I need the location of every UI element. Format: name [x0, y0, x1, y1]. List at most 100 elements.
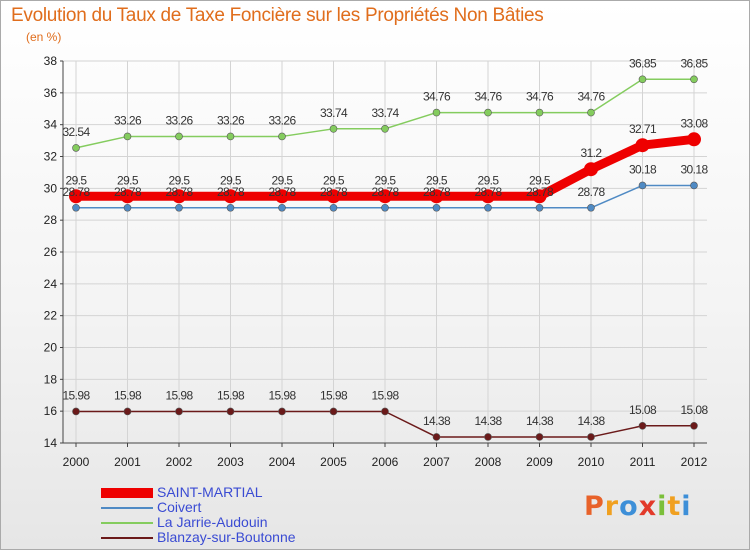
data-label: 29.5 — [375, 173, 397, 187]
data-label: 33.74 — [371, 106, 399, 120]
data-point — [432, 203, 441, 212]
y-tick-label: 38 — [44, 54, 58, 68]
y-tick-label: 28 — [44, 213, 58, 227]
data-label: 15.08 — [680, 403, 708, 417]
data-point — [690, 422, 698, 430]
y-tick-label: 22 — [44, 309, 58, 323]
data-point — [378, 189, 392, 204]
data-point — [278, 132, 286, 141]
data-label: 29.5 — [478, 173, 500, 187]
data-point — [481, 189, 495, 204]
axes: 14 16 18 20 22 24 26 28 30 32 34 36 38 2000 2001 2002 20… — [44, 54, 708, 469]
data-point — [635, 138, 650, 153]
data-point — [175, 132, 183, 141]
data-label: 15.98 — [268, 388, 296, 402]
data-label: 34.76 — [474, 90, 502, 104]
data-label: 33.26 — [268, 113, 296, 127]
y-tick-label: 16 — [44, 404, 58, 418]
x-tick-label: 2003 — [217, 455, 244, 469]
data-point — [432, 433, 441, 441]
data-label: 28.78 — [62, 185, 90, 199]
data-label: 15.98 — [114, 388, 142, 402]
data-point — [329, 203, 338, 212]
data-point — [535, 203, 544, 212]
data-label: 34.76 — [526, 90, 554, 104]
data-label: 29.5 — [66, 173, 88, 187]
data-point — [72, 407, 80, 416]
data-point — [72, 203, 80, 212]
y-tick-label: 14 — [44, 436, 58, 450]
data-point — [638, 181, 647, 190]
data-point — [687, 132, 701, 147]
data-label: 28.78 — [474, 185, 502, 199]
data-point — [381, 203, 389, 212]
data-point — [172, 189, 186, 204]
y-tick-label: 36 — [44, 86, 58, 100]
data-point — [484, 433, 492, 441]
data-point — [587, 433, 595, 441]
data-label: 33.26 — [165, 113, 193, 127]
x-tick-label: 2012 — [681, 455, 708, 469]
logo-letter: i — [681, 491, 692, 522]
y-tick-label: 26 — [44, 245, 58, 259]
data-label: 14.38 — [423, 414, 451, 428]
data-point — [638, 75, 647, 84]
legend-label: Coivert — [157, 499, 202, 515]
data-label: 14.38 — [577, 414, 605, 428]
data-point — [690, 75, 698, 84]
data-label: 34.76 — [423, 90, 451, 104]
data-label: 30.18 — [629, 162, 657, 176]
data-point — [120, 189, 135, 204]
data-label: 29.5 — [169, 173, 191, 187]
data-label: 28.78 — [114, 185, 142, 199]
y-tick-label: 20 — [44, 341, 58, 355]
data-point — [123, 407, 132, 416]
data-label: 28.78 — [217, 185, 245, 199]
data-point — [223, 189, 238, 204]
x-tick-label: 2004 — [269, 455, 296, 469]
grid — [63, 60, 707, 444]
data-point — [587, 108, 595, 117]
legend-item-saint-martial: SAINT-MARTIAL — [101, 484, 421, 500]
data-label: 29.5 — [529, 173, 551, 187]
x-tick-label: 2007 — [423, 455, 450, 469]
data-label: 15.98 — [217, 388, 245, 402]
data-label: 28.78 — [526, 185, 554, 199]
data-point — [429, 189, 444, 204]
legend-swatch-blanzay-sur-boutonne — [101, 537, 153, 539]
y-tick-label: 32 — [44, 150, 58, 164]
x-tick-label: 2006 — [372, 455, 399, 469]
x-tick-label: 2009 — [526, 455, 553, 469]
x-tick-label: 2001 — [114, 455, 141, 469]
x-tick-label: 2000 — [63, 455, 90, 469]
data-point — [226, 203, 235, 212]
data-point — [72, 144, 80, 152]
logo-letter: x — [638, 491, 658, 522]
legend-swatch-coivert — [101, 507, 153, 509]
y-tick-label: 24 — [44, 277, 58, 291]
series-labels: 32.54 33.26 33.26 33.26 33.26 33.74 33.74 34.76… — [62, 56, 709, 428]
data-label: 28.78 — [577, 185, 605, 199]
data-point — [329, 407, 338, 416]
data-label: 29.5 — [220, 173, 242, 187]
data-label: 34.76 — [577, 90, 605, 104]
y-tick-label: 34 — [44, 118, 58, 132]
data-point — [69, 189, 83, 204]
line-chart: 14 16 18 20 22 24 26 28 30 32 34 36 38 2000 2001 2002 20… — [44, 54, 709, 469]
x-tick-label: 2008 — [475, 455, 502, 469]
data-label: 15.08 — [629, 403, 657, 417]
data-label: 33.26 — [217, 113, 245, 127]
data-label: 15.98 — [371, 388, 399, 402]
proxiti-logo: Proxiti — [584, 491, 692, 522]
data-point — [638, 422, 647, 430]
legend-swatch-la-jarrie-audouin — [101, 522, 153, 524]
data-label: 14.38 — [474, 414, 502, 428]
legend-label: SAINT-MARTIAL — [157, 484, 263, 500]
data-label: 33.26 — [114, 113, 142, 127]
legend-label: Blanzay-sur-Boutonne — [157, 529, 296, 545]
data-point — [690, 181, 698, 190]
data-point — [175, 203, 183, 212]
x-tick-label: 2011 — [630, 455, 656, 469]
data-label: 29.5 — [117, 173, 139, 187]
